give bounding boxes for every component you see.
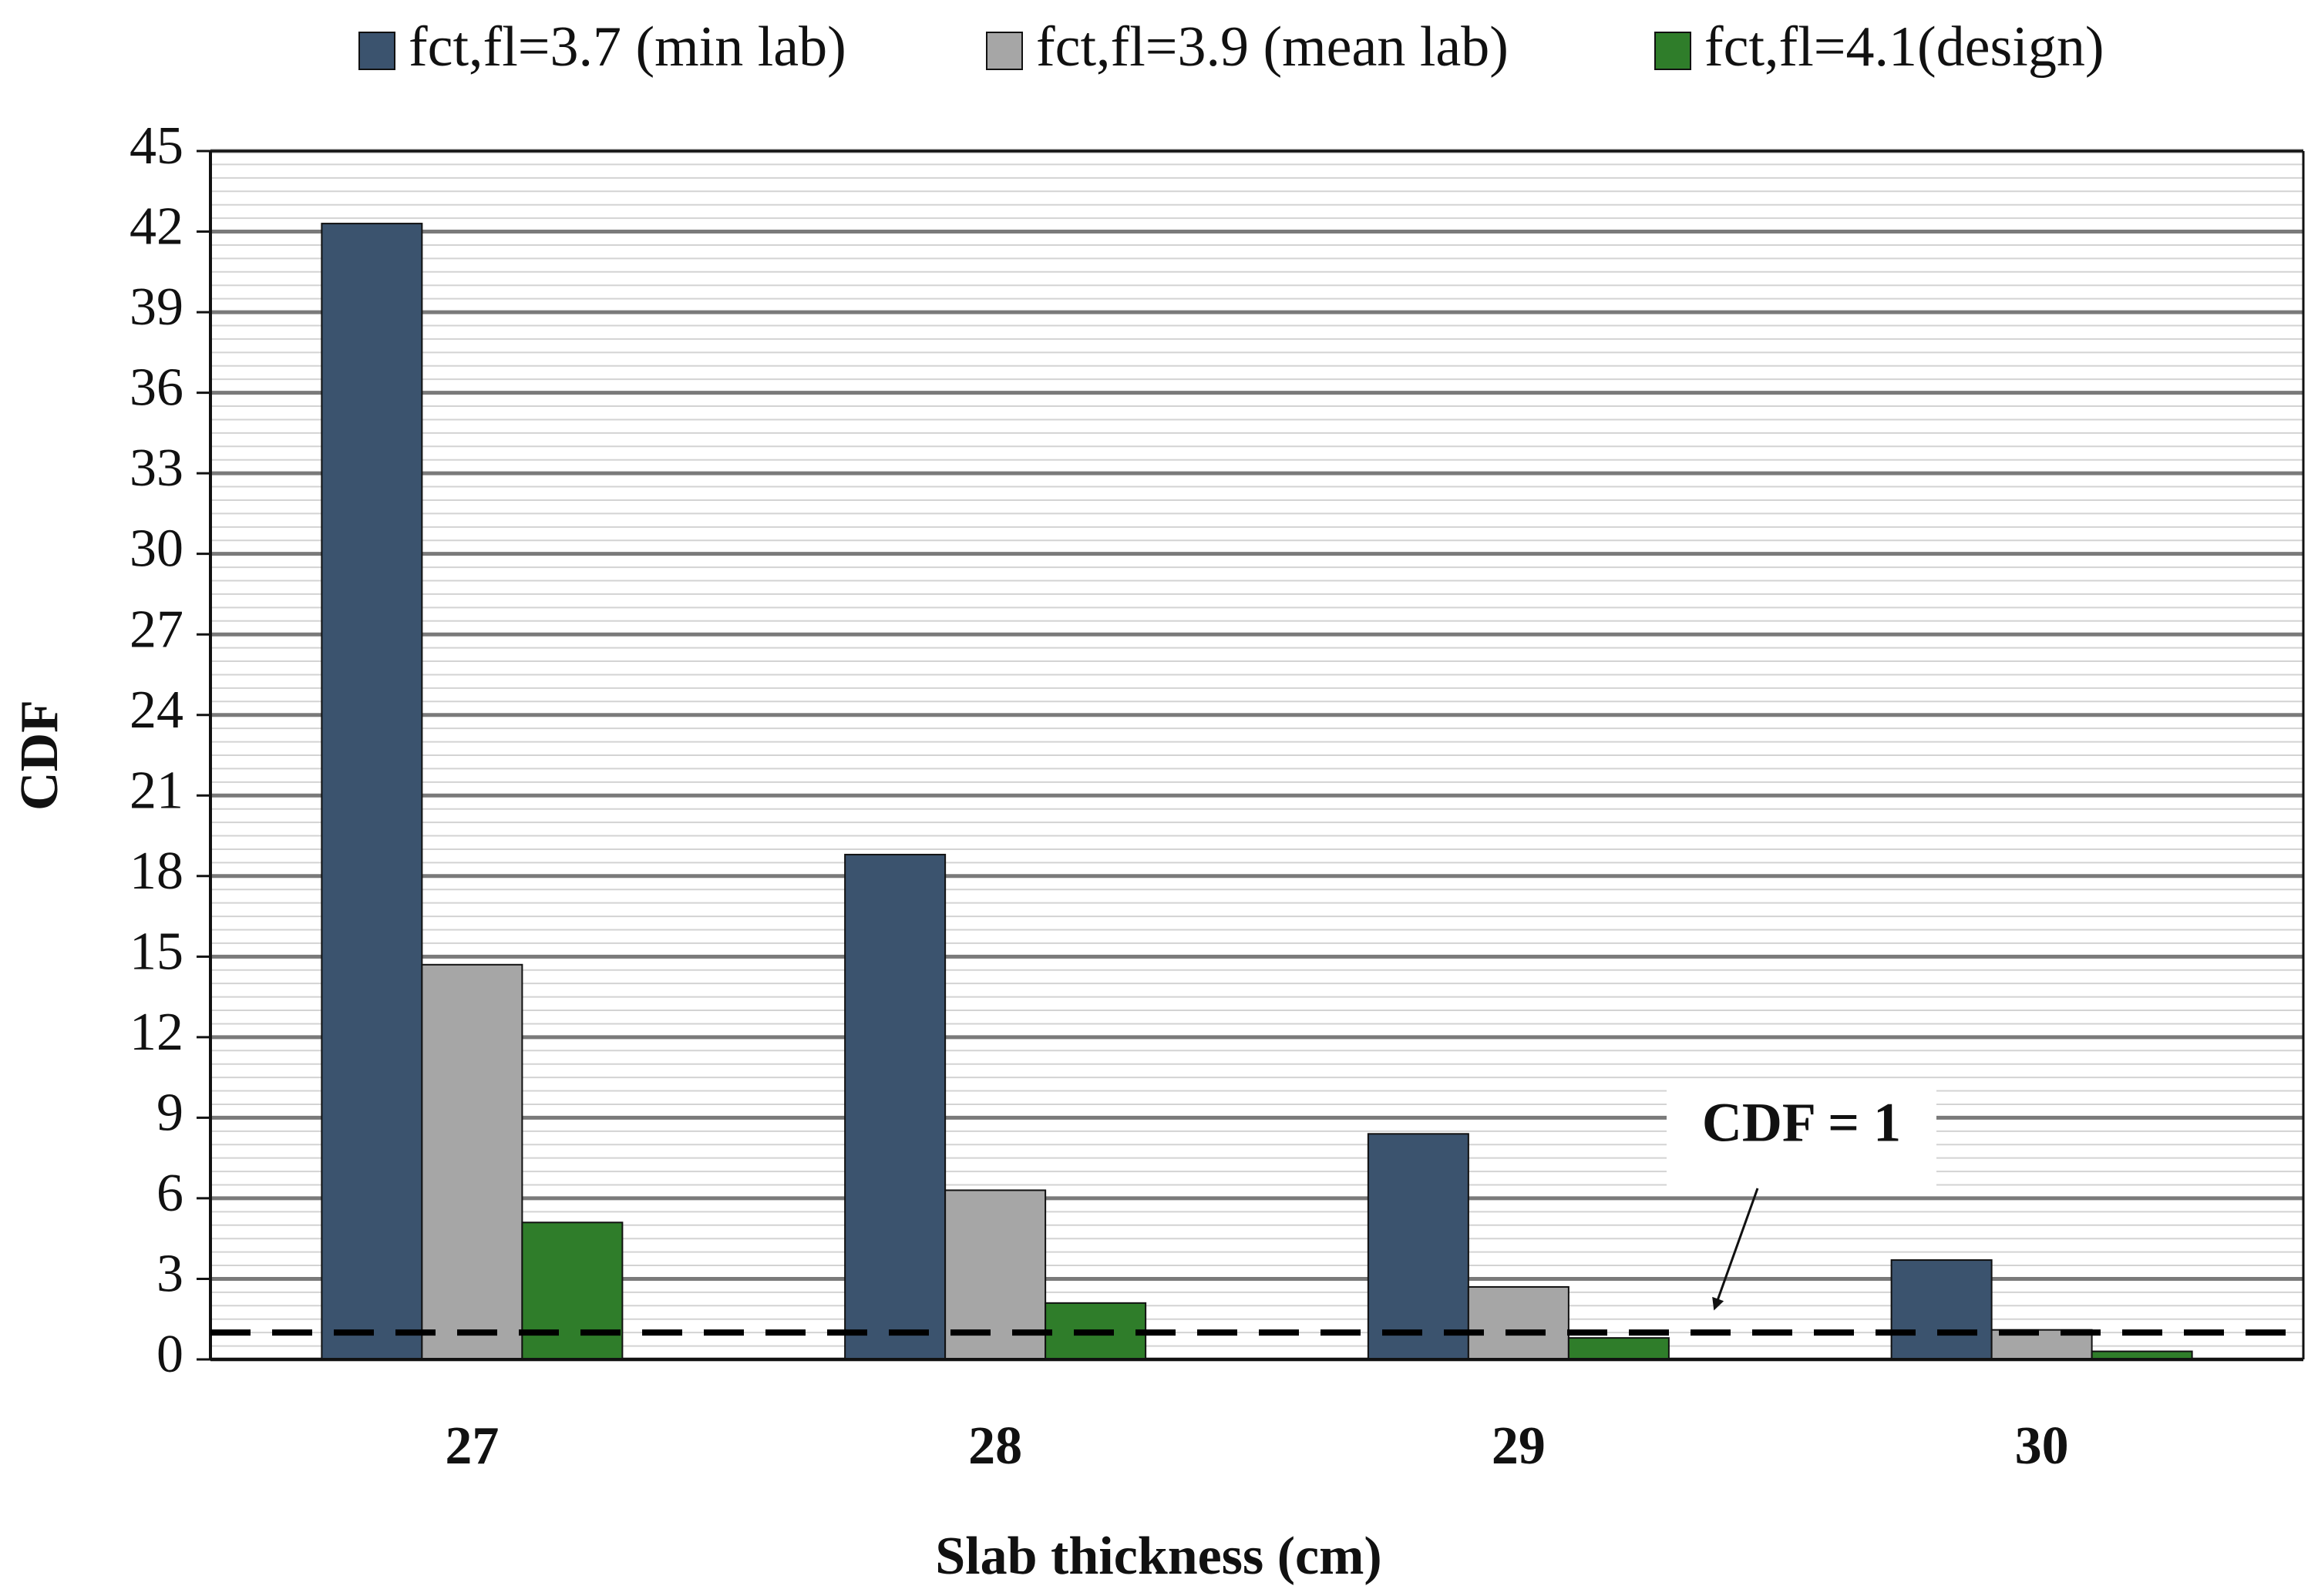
bar-29-series-3: [1567, 1337, 1670, 1360]
legend-label-3: fct,fl=4.1(design): [1704, 15, 2104, 79]
x-category-label: 30: [2015, 1416, 2069, 1476]
y-tick-label: 36: [130, 358, 183, 418]
legend-swatch-1: [358, 32, 395, 70]
bar-27-series-1: [321, 223, 423, 1361]
y-tick-label: 42: [130, 197, 183, 257]
legend: fct,fl=3.7 (min lab) fct,fl=3.9 (mean lab…: [358, 15, 2104, 79]
reference-annotation: CDF = 1: [210, 1087, 2303, 1336]
y-tick-label: 39: [130, 277, 183, 337]
x-axis-title: Slab thickness (cm): [935, 1527, 1381, 1586]
legend-label-2: fct,fl=3.9 (mean lab): [1036, 15, 1509, 79]
annotation-arrow: [1712, 1188, 1759, 1311]
y-axis-title: CDF: [10, 700, 69, 811]
y-tick-label: 6: [156, 1164, 183, 1223]
y-tick-label: 33: [130, 438, 183, 498]
legend-label-1: fct,fl=3.7 (min lab): [409, 15, 846, 79]
y-tick-label: 30: [130, 519, 183, 579]
bar-27-series-2: [421, 963, 523, 1360]
bar-27-series-3: [521, 1221, 624, 1360]
bar-29-series-2: [1467, 1285, 1569, 1361]
y-tick-label: 15: [130, 922, 183, 981]
x-category-label: 27: [445, 1416, 499, 1476]
bar-29-series-1: [1367, 1133, 1469, 1360]
cdf-threshold-label: CDF = 1: [1702, 1092, 1901, 1154]
x-category-label: 29: [1492, 1416, 1546, 1476]
bar-28-series-1: [844, 853, 947, 1360]
x-category-label: 28: [968, 1416, 1022, 1476]
y-tick-label: 9: [156, 1083, 183, 1142]
y-tick-label: 0: [156, 1325, 183, 1384]
y-tick-label: 18: [130, 842, 183, 901]
legend-swatch-3: [1654, 32, 1691, 70]
y-tick-label: 45: [130, 116, 183, 176]
y-tick-label: 21: [130, 761, 183, 820]
y-tick-label: 3: [156, 1245, 183, 1304]
y-tick-label: 27: [130, 600, 183, 659]
legend-swatch-2: [986, 32, 1023, 70]
annotation-label-background: [1667, 1087, 1936, 1194]
y-tick-label: 12: [130, 1003, 183, 1062]
bar-30-series-1: [1890, 1259, 1993, 1360]
bar-series-group: [321, 223, 2193, 1361]
y-tick-label: 24: [130, 680, 183, 740]
